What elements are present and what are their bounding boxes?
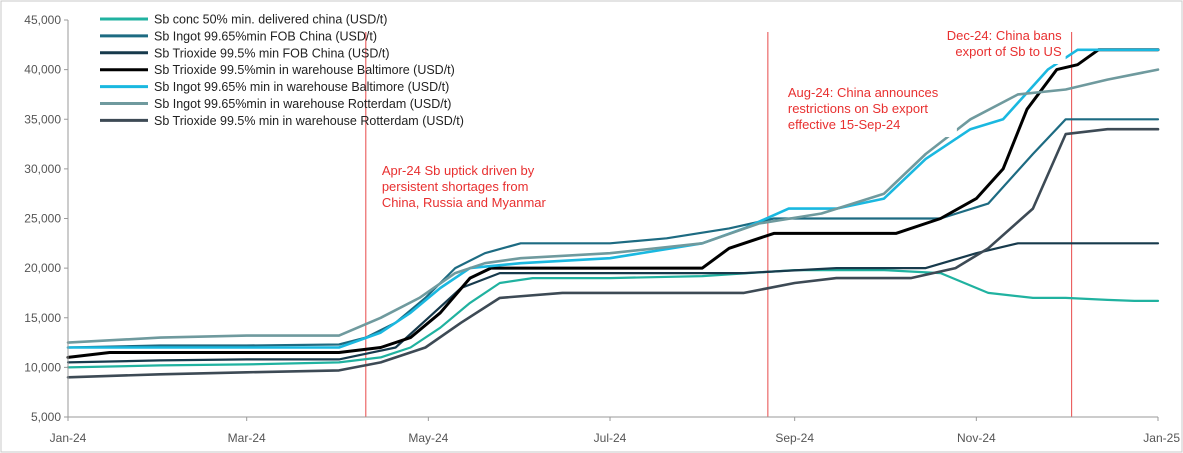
x-tick-label: Jan-24: [50, 431, 87, 445]
annotation-bg-2: [938, 26, 1066, 64]
legend-label: Sb Ingot 99.65% min in warehouse Baltimo…: [154, 80, 449, 94]
axes: 5,000 10,000 15,000 20,000 25,000 30,000 35,00…: [24, 13, 1180, 445]
y-tick-label: 35,000: [24, 112, 61, 126]
y-tick-label: 5,000: [31, 410, 61, 424]
annotation-text-line: China, Russia and Myanmar: [382, 195, 547, 210]
legend-label: Sb Ingot 99.65%min FOB China (USD/t): [154, 29, 377, 43]
legend: Sb conc 50% min. delivered china (USD/t)…: [100, 13, 464, 128]
annotation-text-line: persistent shortages from: [382, 179, 529, 194]
series-lines: [66, 48, 1160, 379]
y-tick-label: 45,000: [24, 13, 61, 27]
legend-item-6: Sb Trioxide 99.5% min in warehouse Rotte…: [100, 114, 464, 128]
legend-item-2: Sb Trioxide 99.5% min FOB China (USD/t): [100, 46, 390, 60]
series-line-3: [66, 48, 1160, 359]
annotation-text-line: Apr-24 Sb uptick driven by: [382, 163, 535, 178]
annotation-lines: [365, 32, 1073, 417]
series-line-5: [66, 68, 1160, 344]
x-tick-label: Mar-24: [228, 431, 266, 445]
y-tick-label: 10,000: [24, 360, 61, 374]
annotation-text-line: restrictions on Sb export: [788, 101, 929, 116]
legend-label: Sb Trioxide 99.5%min in warehouse Baltim…: [154, 63, 455, 77]
x-tick-label: Sep-24: [775, 431, 814, 445]
y-tick-label: 15,000: [24, 311, 61, 325]
annotation-text-line: Aug-24: China announces: [788, 85, 939, 100]
annotation-bg-1: [783, 83, 957, 137]
legend-label: Sb Trioxide 99.5% min FOB China (USD/t): [154, 46, 390, 60]
annotation-text-line: effective 15-Sep-24: [788, 117, 901, 132]
series-line-0: [66, 269, 1160, 369]
legend-item-4: Sb Ingot 99.65% min in warehouse Baltimo…: [100, 80, 449, 94]
y-tick-label: 40,000: [24, 63, 61, 77]
series-line-2: [66, 242, 1160, 364]
annotation-text-line: Dec-24: China bans: [947, 28, 1062, 43]
legend-item-0: Sb conc 50% min. delivered china (USD/t): [100, 13, 387, 27]
legend-item-1: Sb Ingot 99.65%min FOB China (USD/t): [100, 29, 377, 43]
x-tick-label: May-24: [408, 431, 448, 445]
y-tick-label: 30,000: [24, 162, 61, 176]
series-line-6: [66, 127, 1160, 379]
series-line-4: [66, 48, 1160, 349]
annotation-text-line: export of Sb to US: [955, 44, 1062, 59]
x-tick-label: Nov-24: [957, 431, 996, 445]
series-line-1: [66, 118, 1160, 349]
y-tick-label: 25,000: [24, 212, 61, 226]
legend-item-3: Sb Trioxide 99.5%min in warehouse Baltim…: [100, 63, 455, 77]
legend-item-5: Sb Ingot 99.65%min in warehouse Rotterda…: [100, 97, 451, 111]
x-tick-label: Jul-24: [594, 431, 627, 445]
y-tick-label: 20,000: [24, 261, 61, 275]
legend-label: Sb conc 50% min. delivered china (USD/t): [154, 13, 387, 27]
legend-label: Sb Trioxide 99.5% min in warehouse Rotte…: [154, 114, 464, 128]
x-tick-label: Jan-25: [1143, 431, 1180, 445]
legend-label: Sb Ingot 99.65%min in warehouse Rotterda…: [154, 97, 451, 111]
